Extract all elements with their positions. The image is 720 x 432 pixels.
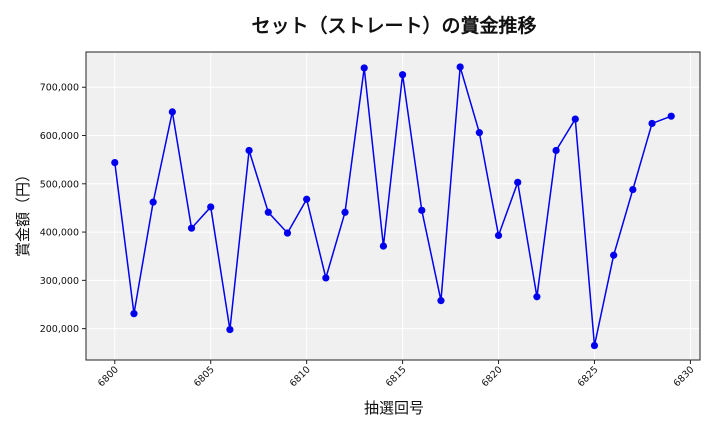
series-line xyxy=(114,66,672,346)
data-point xyxy=(111,158,119,167)
data-point xyxy=(590,341,599,350)
data-point xyxy=(533,293,541,301)
axes xyxy=(85,51,701,361)
y-axis-ticks: 200,000 300,000 400,000 500,000 600,000 700,0… xyxy=(40,83,86,335)
data-point xyxy=(322,274,330,282)
data-point xyxy=(552,146,560,155)
data-point xyxy=(571,115,579,123)
data-point xyxy=(168,108,176,116)
y-tick-label: 400,000 xyxy=(40,228,79,239)
data-point xyxy=(264,208,272,216)
data-point xyxy=(149,198,157,206)
data-point xyxy=(514,178,522,186)
y-tick-label: 500,000 xyxy=(40,179,79,190)
grid-lines xyxy=(86,52,700,360)
data-point xyxy=(245,146,253,155)
data-point xyxy=(379,242,388,250)
data-point xyxy=(187,224,196,232)
data-point xyxy=(475,129,483,137)
data-point xyxy=(648,119,656,128)
plot-frame xyxy=(85,51,701,361)
chart-title: セット（ストレート）の賞金推移 xyxy=(251,14,536,37)
data-point xyxy=(303,195,311,203)
y-tick-label: 600,000 xyxy=(40,131,79,142)
data-point xyxy=(207,203,215,211)
data-point xyxy=(398,71,407,79)
data-point xyxy=(226,325,234,334)
y-tick-label: 300,000 xyxy=(40,276,79,287)
y-tick-label: 700,000 xyxy=(40,83,79,94)
data-point xyxy=(494,231,503,240)
data-point xyxy=(130,310,138,318)
y-tick-label: 200,000 xyxy=(40,324,79,335)
y-axis-label: 賞金額（円） xyxy=(14,167,32,257)
data-point xyxy=(360,64,368,72)
data-point xyxy=(456,63,464,71)
data-point xyxy=(341,208,349,216)
data-point xyxy=(283,229,292,237)
plot-area xyxy=(86,52,700,360)
x-axis-label: 抽選回号 xyxy=(364,399,424,417)
data-point xyxy=(418,206,426,214)
data-point xyxy=(610,251,618,259)
data-point xyxy=(667,112,675,120)
data-point xyxy=(437,297,445,305)
data-points xyxy=(111,63,675,350)
data-point xyxy=(629,185,637,194)
